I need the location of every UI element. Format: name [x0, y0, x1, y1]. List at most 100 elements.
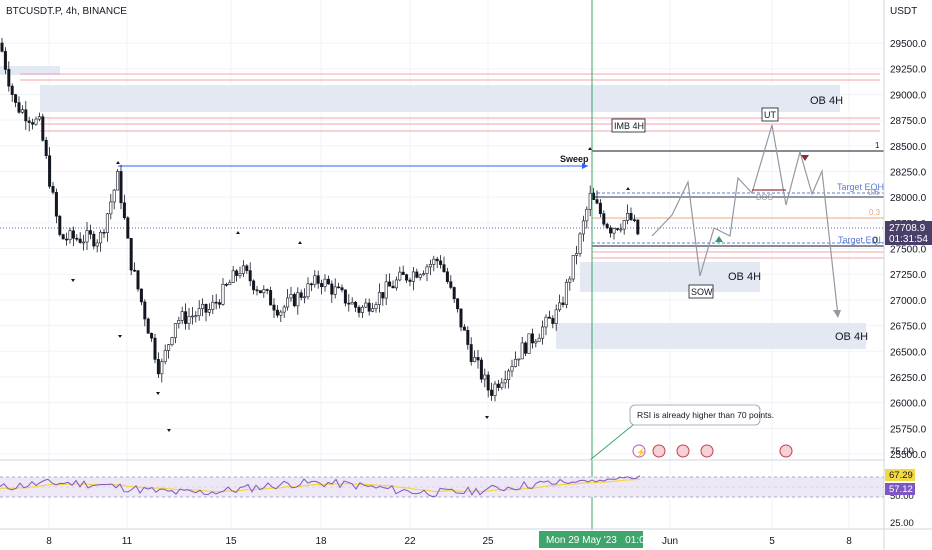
candle-body: [221, 283, 225, 305]
candle-body: [486, 374, 490, 391]
candle-body: [289, 294, 293, 299]
candle-body: [14, 94, 18, 103]
candle-body: [394, 279, 398, 289]
projection-path: [651, 124, 839, 317]
candle-body: [241, 265, 245, 274]
y-tick-label: 29000.0: [890, 90, 927, 101]
y-tick-label: 26750.0: [890, 322, 927, 333]
candle-body: [408, 279, 412, 282]
candle-body: [340, 287, 344, 291]
candle-body: [354, 301, 358, 308]
y-tick-label: 26250.0: [890, 373, 927, 384]
candle-body: [238, 273, 242, 276]
countdown-value: 01:31:54: [889, 234, 928, 245]
symbol-title[interactable]: BTCUSDT.P, 4h, BINANCE: [6, 6, 127, 17]
candle-body: [483, 374, 487, 380]
bos-label: BOS: [756, 193, 773, 202]
x-tick-label: 22: [404, 536, 416, 547]
candle-body: [3, 51, 7, 70]
candle-body: [116, 171, 120, 191]
us-flag-event-icon[interactable]: [700, 444, 714, 458]
candle-body: [513, 358, 517, 367]
candle-body: [575, 253, 579, 256]
ob-zone-top-small: [0, 66, 60, 75]
x-tick-label: 11: [122, 536, 133, 547]
candle-body: [439, 260, 443, 265]
us-flag-event-icon[interactable]: [676, 444, 690, 458]
candle-body: [71, 230, 75, 239]
candle-body: [68, 230, 72, 240]
last-price-tag: [885, 221, 932, 245]
candle-body: [561, 302, 565, 305]
candle-body: [119, 171, 123, 204]
sweep-label: Sweep: [560, 154, 589, 164]
candle-body: [105, 213, 109, 233]
candle-body: [479, 359, 483, 380]
candle-body: [496, 383, 500, 388]
candle-body: [452, 287, 456, 300]
candle-body: [190, 315, 194, 318]
crosshair-time-label: Mon 29 May '23 01:00: [546, 535, 651, 546]
currency-label: USDT: [890, 6, 917, 17]
candle-body: [248, 270, 252, 282]
rsi-ma-tag: [885, 483, 915, 495]
candle-body: [415, 271, 419, 278]
us-flag-event-icon[interactable]: [652, 444, 666, 458]
ob-label-mid: OB 4H: [728, 271, 761, 283]
candle-body: [292, 294, 296, 307]
candle-body: [418, 274, 422, 278]
candle-body: [527, 333, 531, 354]
sweep-arrow: [582, 163, 588, 169]
y-tick-label: 25500.0: [890, 450, 927, 461]
candle-body: [122, 202, 126, 219]
candle-body: [269, 290, 273, 306]
candle-body: [143, 301, 147, 320]
y-tick-label: 28500.0: [890, 142, 927, 153]
candle-body: [313, 275, 317, 285]
candle-body: [150, 333, 154, 339]
event-icons[interactable]: ⚡: [632, 444, 793, 458]
candle-body: [207, 309, 211, 313]
swing-marker: [626, 187, 630, 190]
candle-body: [231, 270, 235, 283]
candle-body: [184, 311, 188, 324]
candle-body: [133, 269, 137, 272]
candle-body: [167, 344, 171, 351]
candle-body: [24, 109, 28, 122]
y-tick-label: 26500.0: [890, 347, 927, 358]
candle-body: [228, 282, 232, 286]
candle-body: [177, 320, 181, 324]
candle-body: [201, 303, 205, 309]
candle-body: [255, 289, 259, 292]
ut-label: UT: [764, 110, 776, 120]
y-tick-label: 25750.0: [890, 424, 927, 435]
candle-body: [20, 109, 24, 113]
lightning-event-icon[interactable]: [632, 444, 646, 458]
rsi-note-box: [629, 404, 761, 426]
candle-body: [490, 389, 494, 396]
candle-body: [224, 283, 228, 286]
candle-body: [214, 301, 218, 304]
target-eqh-label: Target EQH: [837, 182, 884, 192]
candle-body: [357, 307, 361, 313]
last-price-value: 27708.9: [889, 223, 926, 234]
candle-body: [320, 283, 324, 288]
y-axis-ticks: 29500.0 29250.0 29000.0 28750.0 28500.0 28250…: [890, 39, 927, 461]
candle-body: [411, 271, 415, 282]
us-flag-event-icon[interactable]: [779, 444, 793, 458]
candle-body: [524, 342, 528, 354]
candle-body: [622, 220, 626, 230]
candle-body: [364, 302, 368, 308]
rsi-tick-label: 50.00: [890, 491, 914, 502]
candle-body: [374, 304, 378, 309]
candle-body: [517, 358, 521, 361]
y-tick-label: 29250.0: [890, 65, 927, 76]
candle-body: [530, 333, 534, 344]
candle-body: [442, 264, 446, 273]
candle-body: [391, 285, 395, 289]
target-eql-label: Target EQL: [838, 235, 884, 245]
candle-body: [520, 342, 524, 360]
candle-body: [592, 193, 596, 200]
